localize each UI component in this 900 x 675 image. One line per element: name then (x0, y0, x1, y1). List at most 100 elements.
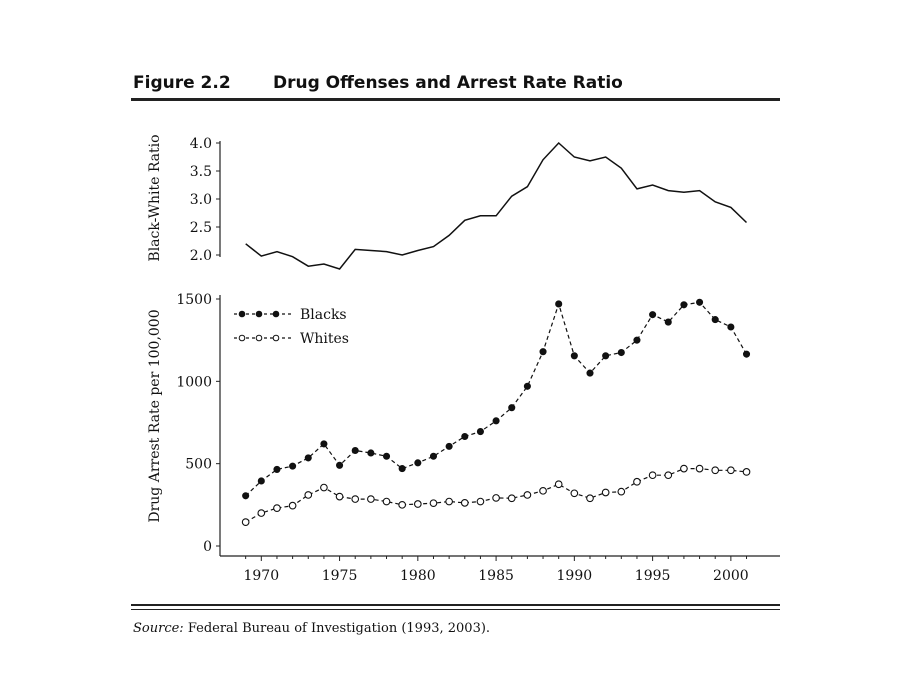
whites-data-point (742, 468, 751, 476)
whites-data-point (539, 486, 547, 495)
x-tick-label: 2000 (713, 568, 749, 584)
whites-data-point (413, 500, 422, 508)
blacks-data-point (492, 417, 500, 425)
source-label: Source: (133, 621, 184, 636)
top-y-axis-label: Black-White Ratio (147, 134, 163, 261)
whites-data-point (320, 483, 328, 492)
whites-data-point (601, 488, 610, 497)
blacks-data-point (680, 301, 688, 309)
blacks-data-point (523, 382, 531, 390)
top-y-tick-label: 3.0 (190, 192, 212, 208)
blacks-data-point (539, 348, 547, 356)
blacks-data-point (664, 318, 672, 326)
footer-rule-2 (131, 609, 780, 610)
blacks-data-point (461, 432, 469, 441)
x-tick-label: 1980 (400, 568, 436, 584)
bottom-y-tick-label: 0 (203, 539, 212, 555)
whites-data-point (507, 494, 516, 503)
whites-data-point (492, 494, 500, 502)
blacks-data-point (398, 465, 406, 473)
whites-data-point (288, 501, 297, 510)
blacks-data-point (555, 300, 563, 308)
whites-data-point (523, 491, 532, 499)
figure-number: Figure 2.2 (133, 73, 231, 93)
blacks-data-point (382, 452, 391, 460)
figure-header: Figure 2.2 Drug Offenses and Arrest Rate… (133, 73, 783, 97)
whites-data-point (617, 487, 626, 496)
header-rule (131, 98, 780, 101)
whites-data-point (335, 492, 344, 501)
blacks-data-point (445, 442, 453, 450)
bottom-y-tick-label: 1000 (176, 374, 212, 390)
blacks-data-point (289, 462, 297, 470)
bottom-y-tick-label: 1500 (176, 292, 212, 308)
whites-data-point (257, 509, 266, 517)
blacks-data-point (711, 316, 719, 324)
whites-data-point (460, 499, 469, 507)
whites-data-point (648, 471, 657, 480)
whites-data-point (586, 494, 594, 503)
whites-data-point (664, 471, 673, 480)
whites-data-point (367, 495, 375, 503)
blacks-data-point (320, 440, 328, 448)
legend-whites-label: Whites (300, 331, 349, 347)
top-y-tick-label: 3.5 (190, 164, 212, 180)
legend-blacks-label: Blacks (300, 307, 347, 323)
whites-data-point (398, 500, 407, 509)
top-y-tick-label: 2.0 (190, 248, 212, 264)
x-tick-label: 1975 (322, 568, 358, 584)
legend-blacks-marker (272, 310, 280, 318)
bottom-panel: 1500 1000 500 0 1970 1975 1980 1985 1990 1995 2000… (176, 292, 780, 584)
bottom-y-tick-label: 500 (185, 457, 212, 473)
blacks-data-point (414, 459, 422, 467)
blacks-data-point (649, 311, 657, 319)
legend-whites-marker (255, 334, 263, 342)
whites-data-point (570, 489, 579, 498)
blacks-data-point (602, 352, 610, 360)
x-tick-label: 1985 (478, 568, 514, 584)
blacks-data-point (304, 454, 312, 462)
footer-rule-1 (131, 604, 780, 606)
whites-data-point (241, 518, 250, 526)
blacks-data-point (476, 428, 484, 436)
ratio-series-line (245, 141, 748, 270)
figure-title: Drug Offenses and Arrest Rate Ratio (273, 73, 623, 93)
blacks-data-point (257, 477, 265, 485)
whites-data-point (429, 499, 438, 508)
blacks-data-point (367, 449, 375, 457)
legend-whites-marker (238, 334, 246, 342)
blacks-data-point (336, 461, 344, 469)
whites-data-point (695, 464, 704, 473)
blacks-data-point (508, 404, 516, 412)
source-text: Federal Bureau of Investigation (1993, 2… (187, 621, 491, 636)
legend-whites-marker (272, 334, 280, 342)
blacks-data-point (617, 348, 625, 357)
whites-data-point (445, 497, 453, 506)
blacks-data-point (273, 465, 281, 473)
bottom-y-axis-label: Drug Arrest Rate per 100,000 (147, 309, 163, 522)
whites-data-point (304, 491, 313, 499)
x-tick-label: 1990 (557, 568, 593, 584)
whites-data-point (382, 497, 391, 506)
x-tick-label: 1970 (243, 568, 279, 584)
x-tick-label: 1995 (635, 568, 671, 584)
blacks-data-point (633, 336, 641, 344)
whites-data-point (711, 466, 720, 475)
whites-data-point (273, 504, 281, 512)
blacks-data-point (429, 452, 438, 460)
blacks-data-point (586, 369, 594, 377)
top-y-tick-label: 4.0 (190, 136, 212, 152)
whites-data-point (633, 477, 641, 486)
whites-data-point (351, 495, 360, 503)
top-y-tick-label: 2.5 (190, 220, 212, 236)
legend-blacks-marker (255, 310, 263, 318)
blacks-data-point (351, 446, 359, 455)
top-panel: 4.0 3.5 3.0 2.5 2.0 (190, 136, 748, 270)
whites-data-point (727, 466, 735, 475)
legend-blacks-marker (238, 310, 246, 318)
source-note: Source: Federal Bureau of Investigation … (133, 621, 490, 636)
blacks-data-point (242, 492, 250, 500)
whites-data-point (476, 497, 485, 506)
blacks-data-point (727, 323, 735, 331)
